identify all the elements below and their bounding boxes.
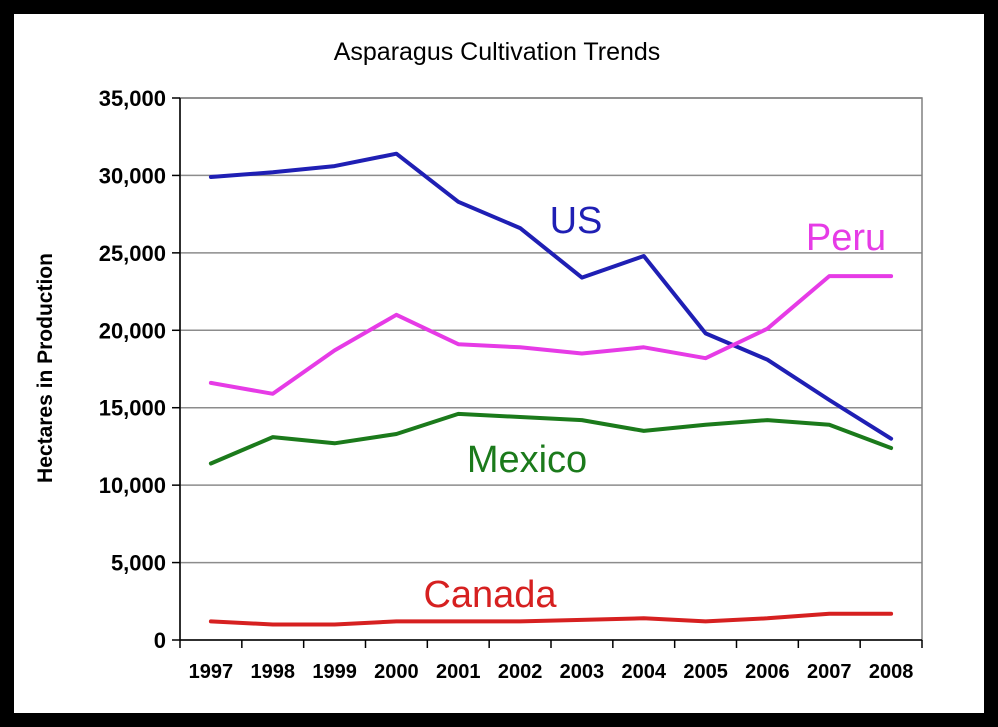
x-tick-label: 2008 [869,661,914,683]
y-tick-label: 10,000 [99,473,166,498]
x-tick-label: 1999 [312,661,357,683]
y-tick-label: 0 [154,628,166,653]
x-tick-label: 2000 [374,661,419,683]
series-lines [208,151,894,627]
series-line-peru [208,274,894,396]
series-label-peru: Peru [806,217,886,259]
chart-title: Asparagus Cultivation Trends [334,38,661,66]
x-tick-label: 2002 [498,661,543,683]
y-axis-label: Hectares in Production [34,253,57,483]
x-tick-label: 2003 [560,661,605,683]
x-tick-label: 2004 [622,661,667,683]
chart-frame [14,14,984,713]
y-tick-labels: 0 5,000 10,000 15,000 20,000 25,000 30,000 35,0… [99,86,166,653]
x-tick-label: 2006 [745,661,790,683]
series-line-mexico [208,411,894,466]
x-tick-label: 2001 [436,661,481,683]
plot-area [179,97,923,641]
series-label-us: US [550,200,603,242]
y-tick-label: 30,000 [99,163,166,188]
y-tick-label: 15,000 [99,396,166,421]
x-tick-label: 1998 [251,661,296,683]
x-tick-label: 2005 [683,661,728,683]
axes [172,97,923,648]
gridlines [180,97,922,564]
series-label-canada: Canada [423,574,557,616]
series-line-us [208,151,894,441]
y-tick-label: 20,000 [99,318,166,343]
y-tick-label: 35,000 [99,86,166,111]
x-tick-labels: 1997 1998 1999 2000 2001 2002 2003 2004 2005 2006… [189,661,914,683]
series-label-mexico: Mexico [467,439,587,481]
x-tick-label: 2007 [807,661,852,683]
x-tick-label: 1997 [189,661,234,683]
series-line-canada [208,611,894,627]
y-tick-label: 25,000 [99,241,166,266]
y-tick-label: 5,000 [111,551,166,576]
series-labels: US Peru Mexico Canada [423,200,886,616]
